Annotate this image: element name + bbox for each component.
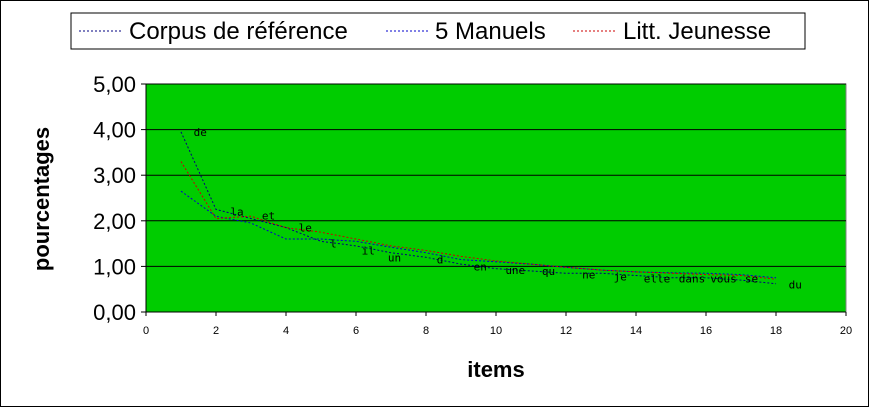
- legend-label-3: Litt. Jeunesse: [623, 18, 771, 45]
- plot-area: [145, 83, 847, 313]
- x-tick-label: 16: [700, 325, 712, 337]
- legend-label-1: Corpus de référence: [129, 18, 348, 45]
- x-tick-label: 6: [353, 325, 359, 337]
- point-label-le: le: [299, 222, 312, 235]
- y-axis-title: pourcentages: [29, 127, 54, 271]
- x-tick-label: 2: [213, 325, 219, 337]
- point-label-d: d: [437, 254, 444, 267]
- y-tick-label: 4,00: [93, 118, 136, 143]
- point-label-elle: elle: [644, 273, 671, 286]
- legend-box: [70, 12, 806, 50]
- x-tick-label: 0: [143, 325, 149, 337]
- x-tick-label: 4: [283, 325, 289, 337]
- x-tick-label: 8: [423, 325, 429, 337]
- series-line-1: [180, 131, 777, 285]
- point-label-il: il: [362, 244, 375, 257]
- point-label-je: je: [614, 270, 627, 283]
- legend-label-2: 5 Manuels: [435, 18, 546, 45]
- x-tick-label: 18: [770, 325, 782, 337]
- y-tick-label: 1,00: [93, 254, 136, 279]
- y-tick-label: 0,00: [93, 300, 136, 325]
- x-tick-label: 20: [840, 325, 852, 337]
- point-label-dans: dans: [679, 273, 706, 286]
- point-label-ne: ne: [582, 269, 595, 282]
- point-label-une: une: [505, 264, 525, 277]
- y-tick-label: 5,00: [93, 72, 136, 97]
- point-label-et: et: [262, 209, 275, 222]
- point-label-se: se: [745, 273, 758, 286]
- point-label-l: l: [330, 238, 337, 251]
- point-label-un: un: [388, 251, 401, 264]
- y-tick-label: 2,00: [93, 209, 136, 234]
- point-label-vous: vous: [710, 273, 737, 286]
- series-line-3: [180, 161, 777, 280]
- point-label-qu: qu: [542, 265, 555, 278]
- point-label-de: de: [194, 126, 207, 139]
- x-tick-label: 10: [490, 325, 502, 337]
- point-label-la: la: [230, 206, 243, 219]
- x-tick-label: 14: [630, 325, 642, 337]
- point-label-du: du: [789, 279, 802, 292]
- point-label-en: en: [474, 260, 487, 273]
- x-tick-label: 12: [560, 325, 572, 337]
- y-tick-label: 3,00: [93, 163, 136, 188]
- x-axis-title: items: [467, 357, 524, 382]
